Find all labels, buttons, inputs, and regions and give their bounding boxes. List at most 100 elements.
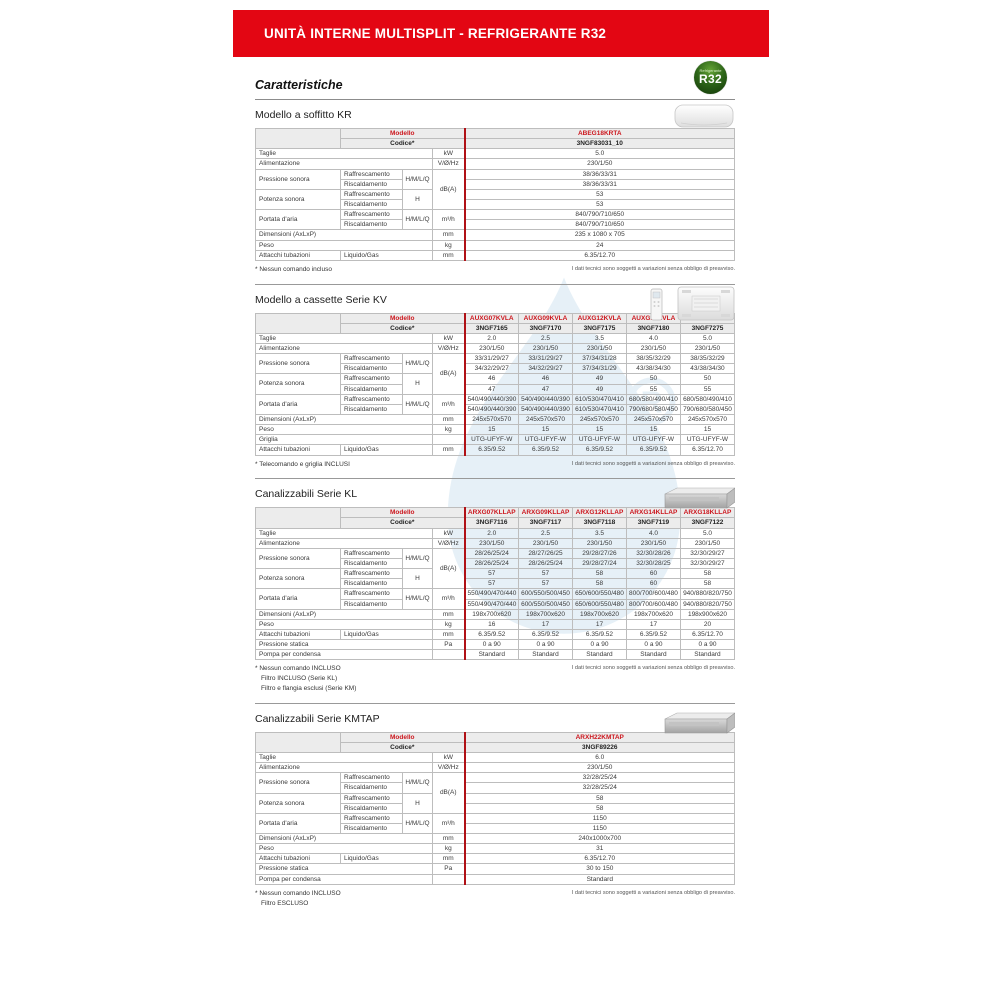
value-cell: 24 — [463, 239, 735, 251]
sub-label: Riscaldamento — [340, 178, 403, 190]
value-cell: Standard — [571, 649, 627, 661]
value-cell: 50 — [625, 373, 681, 385]
row-label: Potenza sonora — [255, 792, 341, 814]
table-row: Taglie kW 2.0 2.5 3.5 4.0 5.0 — [255, 332, 736, 345]
section-kmtap-title: Canalizzabili Serie KMTAP — [255, 712, 380, 725]
kmtap-note-line: Filtro ESCLUSO — [261, 899, 309, 907]
value-cell: 198x700x620 — [463, 608, 519, 620]
value-cell: 43/38/34/30 — [679, 363, 736, 375]
table-row: Griglia UTG-UFYF-W UTG-UFYF-W UTG-UFYF-W… — [255, 434, 736, 446]
value-cell: 0 a 90 — [463, 639, 519, 651]
value-cell: 4.0 — [625, 527, 681, 539]
value-cell: 53 — [463, 198, 735, 211]
codice-header: Codice* — [339, 517, 466, 529]
value-cell: 6.35/9.52 — [518, 444, 573, 456]
section-divider — [255, 283, 735, 285]
value-cell: 17 — [625, 618, 681, 630]
section-divider — [255, 702, 735, 704]
r32-badge-icon: Refrigerante R32 — [694, 61, 727, 94]
table-row: Riscaldamento 47 47 49 55 55 — [256, 383, 736, 395]
sub-label: Riscaldamento — [340, 802, 403, 814]
value-cell: 34/32/29/27 — [518, 363, 573, 375]
value-cell: 5.0 — [463, 148, 735, 160]
value-cell: 37/34/31/29 — [571, 363, 627, 375]
table-row: Pressione sonora Raffrescamento H/M/L/Q … — [255, 547, 736, 590]
sub-label: Riscaldamento — [340, 198, 403, 211]
mode-cell: H/M/L/Q — [402, 168, 433, 190]
row-label: Dimensioni (AxLxP) — [255, 608, 433, 620]
value-cell: Standard — [463, 873, 735, 885]
value-cell: 230/1/50 — [518, 537, 573, 549]
sub-label: Liquido/Gas — [340, 628, 433, 641]
table-row: Pompa per condensa Standard Standard Sta… — [255, 649, 736, 661]
table-row: Pressione sonora Raffrescamento H/M/L/Q … — [255, 772, 735, 814]
row-label: Portata d'aria — [255, 812, 341, 835]
value-cell: 6.35/9.52 — [571, 444, 627, 456]
sub-label: Riscaldamento — [340, 403, 403, 415]
table-row: Potenza sonora Raffrescamento H 46 46 49… — [255, 373, 736, 395]
table-row: Portata d'aria Raffrescamento H/M/L/Q m³… — [255, 812, 735, 835]
page-banner: UNITÀ INTERNE MULTISPLIT - REFRIGERANTE … — [233, 10, 769, 57]
table-row: Riscaldamento 57 57 58 60 58 — [256, 578, 736, 590]
sub-label: Raffrescamento — [340, 188, 403, 200]
code-cell: 3NGF7122 — [679, 517, 736, 529]
sub-label: Liquido/Gas — [340, 249, 433, 261]
mode-cell: H/M/L/Q — [402, 588, 433, 610]
value-cell: 3.5 — [571, 332, 627, 345]
row-label: Portata d'aria — [255, 209, 341, 231]
section-kv: Modello a cassette Serie KV Modello AUXG… — [255, 286, 736, 470]
ceiling-unit-image — [674, 104, 734, 128]
mode-cell: H — [402, 568, 433, 590]
value-cell: 15 — [518, 424, 573, 436]
value-cell: 58 — [463, 802, 735, 814]
row-label: Taglie — [255, 751, 433, 764]
unit-cell: kW — [431, 332, 466, 345]
row-label: Attacchi tubazioni — [255, 444, 341, 456]
value-cell: 800/700/600/480 — [625, 598, 681, 610]
catalog-page: Caratteristiche Modello a soffitto KR Mo… — [255, 0, 736, 909]
code-cell: 3NGF7180 — [625, 322, 681, 334]
unit-cell: kW — [431, 751, 466, 764]
value-cell: 240x1000x700 — [463, 833, 735, 845]
row-label: Dimensioni (AxLxP) — [255, 413, 433, 426]
sub-label: Raffrescamento — [340, 547, 403, 560]
value-cell: 790/680/580/450 — [679, 403, 736, 415]
unit-cell: Pa — [431, 639, 466, 651]
value-cell: 29/28/27/26 — [571, 547, 627, 560]
row-label: Dimensioni (AxLxP) — [255, 833, 433, 845]
value-cell: 57 — [518, 578, 573, 590]
value-cell: 2.0 — [463, 527, 519, 539]
code-cell: 3NGF89226 — [463, 741, 735, 753]
table-row: Modello ARXG07KLLAP ARXG09KLLAP ARXG12KL… — [255, 507, 736, 529]
table-row: Portata d'aria Raffrescamento H/M/L/Q m³… — [255, 393, 736, 415]
sub-label: Raffrescamento — [340, 792, 403, 804]
row-label: Pressione sonora — [255, 772, 341, 794]
value-cell: 37/34/31/28 — [571, 353, 627, 365]
value-cell: UTG-UFYF-W — [625, 434, 681, 446]
value-cell: 60 — [625, 578, 681, 590]
row-label: Alimentazione — [255, 537, 433, 549]
kmtap-footnotes: * Nessun comando INCLUSO Filtro ESCLUSO … — [255, 889, 735, 909]
value-cell: Standard — [463, 649, 519, 661]
value-cell: 230/1/50 — [679, 342, 736, 355]
model-cell: ARXG07KLLAP — [463, 507, 519, 519]
value-cell: 230/1/50 — [571, 342, 627, 355]
value-cell: 2.5 — [518, 332, 573, 345]
table-row: Pressione sonora Raffrescamento H/M/L/Q … — [255, 168, 735, 211]
corner-cell — [255, 731, 341, 753]
table-row: Peso kg 31 — [255, 843, 735, 855]
table-row: Alimentazione V/Ø/Hz 230/1/50 — [255, 158, 735, 170]
value-cell: 33/31/29/27 — [518, 353, 573, 365]
row-label: Portata d'aria — [255, 588, 341, 610]
value-cell: 540/490/440/390 — [463, 403, 519, 415]
codice-header: Codice* — [339, 138, 466, 150]
mode-cell: H/M/L/Q — [402, 353, 433, 375]
value-cell: 58 — [571, 568, 627, 580]
unit-cell — [431, 649, 466, 661]
unit-cell: kW — [431, 148, 466, 160]
section-divider — [255, 478, 735, 480]
sub-label: Raffrescamento — [340, 812, 403, 824]
table-row: Peso kg 16 17 17 17 20 — [255, 618, 736, 630]
value-cell: 610/530/470/410 — [571, 393, 627, 405]
unit-cell: dB(A) — [431, 772, 466, 814]
